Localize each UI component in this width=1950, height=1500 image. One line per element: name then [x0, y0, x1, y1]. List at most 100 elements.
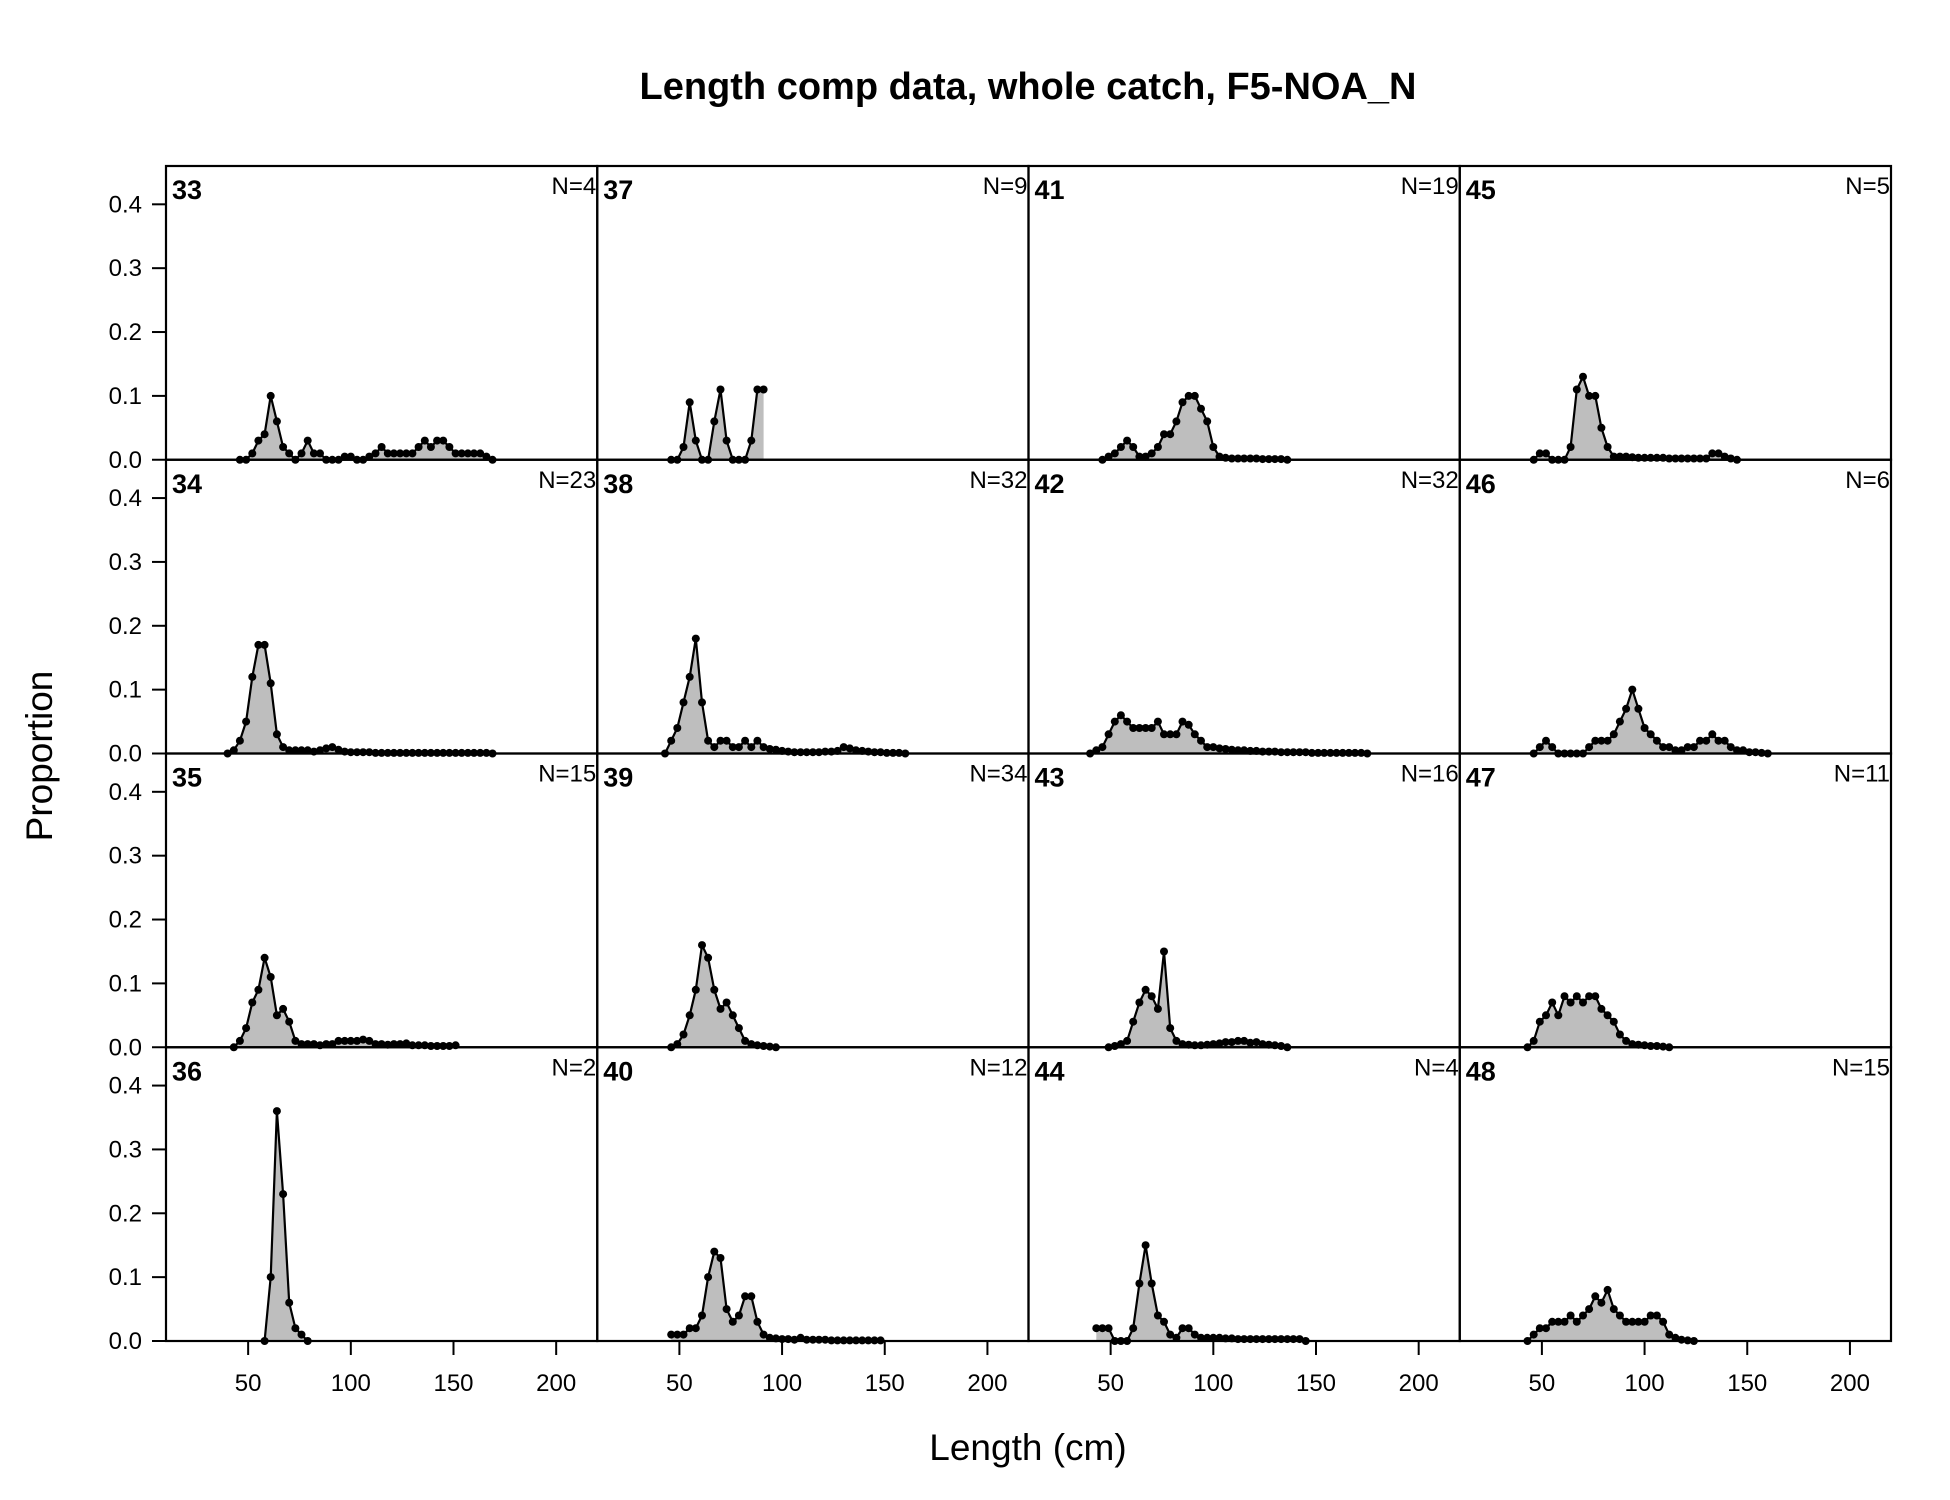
panel-34-point-10 — [285, 746, 294, 755]
panel-34-point-16 — [322, 744, 331, 753]
panel-43-point-3 — [1123, 1036, 1132, 1045]
panel-35-point-19 — [346, 1036, 355, 1045]
panel-47-point-11 — [1591, 992, 1600, 1001]
panel-35-point-28 — [402, 1039, 411, 1048]
panel-41-point-10 — [1160, 430, 1168, 439]
y-tick-label-row-1-3: 0.3 — [109, 549, 142, 576]
panel-33-point-17 — [340, 452, 349, 461]
panel-35-point-5 — [260, 953, 269, 962]
panel-46-point-29 — [1708, 730, 1717, 739]
panel-35-point-22 — [365, 1036, 374, 1045]
panel-45-point-10 — [1591, 391, 1600, 400]
panel-44-point-10 — [1153, 1311, 1162, 1320]
panel-38-point-14 — [747, 743, 756, 752]
panel-34-point-18 — [334, 745, 343, 754]
panel-47-point-5 — [1554, 1011, 1563, 1020]
panel-43-point-4 — [1129, 1017, 1138, 1026]
panel-35-point-16 — [328, 1040, 337, 1049]
x-tick-label-col-0-1: 100 — [331, 1370, 371, 1397]
panel-43-point-20 — [1227, 1038, 1236, 1047]
y-tick-label-row-0-2: 0.2 — [109, 319, 142, 346]
panel-46-point-34 — [1739, 746, 1748, 755]
panel-48-point-1 — [1529, 1330, 1538, 1339]
panel-39-point-10 — [728, 1011, 737, 1020]
panel-48-point-15 — [1615, 1311, 1624, 1320]
panel-40-point-1 — [673, 1330, 682, 1339]
panel-37-point-3 — [685, 398, 694, 407]
panel-46-point-24 — [1677, 746, 1686, 755]
panel-33-point-23 — [377, 443, 386, 451]
panel-44-point-11 — [1160, 1317, 1168, 1326]
panel-40-point-11 — [734, 1311, 743, 1320]
panel-39-point-7 — [710, 985, 719, 994]
panel-33-point-39 — [476, 449, 485, 458]
panel-39-point-6 — [704, 953, 713, 962]
panel-47-n-label: N=11 — [1834, 761, 1890, 788]
panel-34-point-15 — [316, 746, 324, 755]
panel-43-point-24 — [1252, 1038, 1261, 1047]
panel-34-point-8 — [272, 730, 281, 739]
panel-48-point-5 — [1554, 1317, 1563, 1326]
panel-38-point-2 — [673, 724, 682, 732]
panel-44-point-17 — [1197, 1333, 1205, 1342]
panel-36-point-1 — [266, 1273, 275, 1282]
panel-33-point-35 — [451, 449, 460, 458]
panel-43-point-21 — [1234, 1036, 1242, 1045]
panel-36-point-2 — [272, 1107, 281, 1116]
panel-40-point-7 — [710, 1247, 719, 1256]
panel-43-point-12 — [1178, 1040, 1187, 1049]
panel-38-point-17 — [765, 745, 774, 753]
x-tick-label-col-0-2: 150 — [433, 1370, 473, 1397]
panel-44-point-18 — [1203, 1333, 1212, 1342]
panel-38-point-5 — [691, 634, 700, 643]
panel-44-point-6 — [1129, 1324, 1138, 1333]
panel-48-n-label: N=15 — [1832, 1054, 1890, 1081]
panel-38-point-6 — [698, 698, 706, 707]
panel-47-area — [1527, 996, 1670, 1048]
panel-47-point-13 — [1603, 1011, 1612, 1020]
y-tick-label-row-3-0: 0.0 — [109, 1328, 142, 1355]
panel-46-point-21 — [1659, 743, 1668, 752]
panel-41-point-9 — [1153, 443, 1162, 451]
panel-39-point-4 — [691, 985, 700, 994]
panel-45-point-13 — [1609, 452, 1618, 461]
panel-40-point-15 — [759, 1330, 768, 1339]
panel-48-point-21 — [1652, 1311, 1661, 1320]
panel-35-point-21 — [359, 1035, 368, 1044]
panel-35-point-6 — [266, 973, 275, 981]
panel-48-point-18 — [1634, 1317, 1643, 1326]
panel-42-label: 42 — [1035, 469, 1065, 499]
y-tick-label-row-3-3: 0.3 — [109, 1136, 142, 1163]
panel-42-point-1 — [1092, 746, 1101, 755]
panel-47-point-6 — [1560, 992, 1569, 1001]
panel-46-point-32 — [1726, 743, 1735, 752]
y-tick-label-row-2-3: 0.3 — [109, 843, 142, 870]
panel-39-point-11 — [734, 1024, 743, 1033]
panel-40-point-3 — [685, 1324, 694, 1333]
panel-34-point-17 — [328, 743, 337, 752]
panel-41-point-1 — [1104, 452, 1113, 461]
panel-34-point-2 — [235, 736, 244, 745]
panel-41-point-12 — [1172, 417, 1181, 426]
panel-48-point-6 — [1560, 1317, 1569, 1326]
panel-43: 43 N=16 — [1027, 752, 1461, 1052]
panel-33-point-24 — [383, 449, 392, 458]
panel-40-point-4 — [691, 1324, 700, 1333]
panel-48-point-19 — [1640, 1317, 1649, 1326]
panel-38-point-13 — [741, 736, 750, 745]
panel-44-point-7 — [1135, 1279, 1144, 1288]
panel-34-point-4 — [248, 672, 257, 681]
panel-44-point-20 — [1215, 1333, 1224, 1342]
panel-48-point-17 — [1628, 1317, 1637, 1326]
panel-41-point-2 — [1110, 449, 1119, 458]
panel-46-point-11 — [1597, 736, 1606, 745]
panel-33-point-10 — [297, 449, 306, 458]
panel-43-point-19 — [1221, 1038, 1230, 1047]
panel-43-area — [1108, 951, 1288, 1048]
panel-41-point-15 — [1190, 391, 1199, 400]
panel-43-point-22 — [1240, 1036, 1249, 1045]
panel-46-point-27 — [1696, 736, 1704, 745]
panel-46-point-20 — [1652, 736, 1661, 745]
panel-33-point-36 — [457, 449, 466, 458]
panel-33-point-6 — [272, 417, 281, 426]
